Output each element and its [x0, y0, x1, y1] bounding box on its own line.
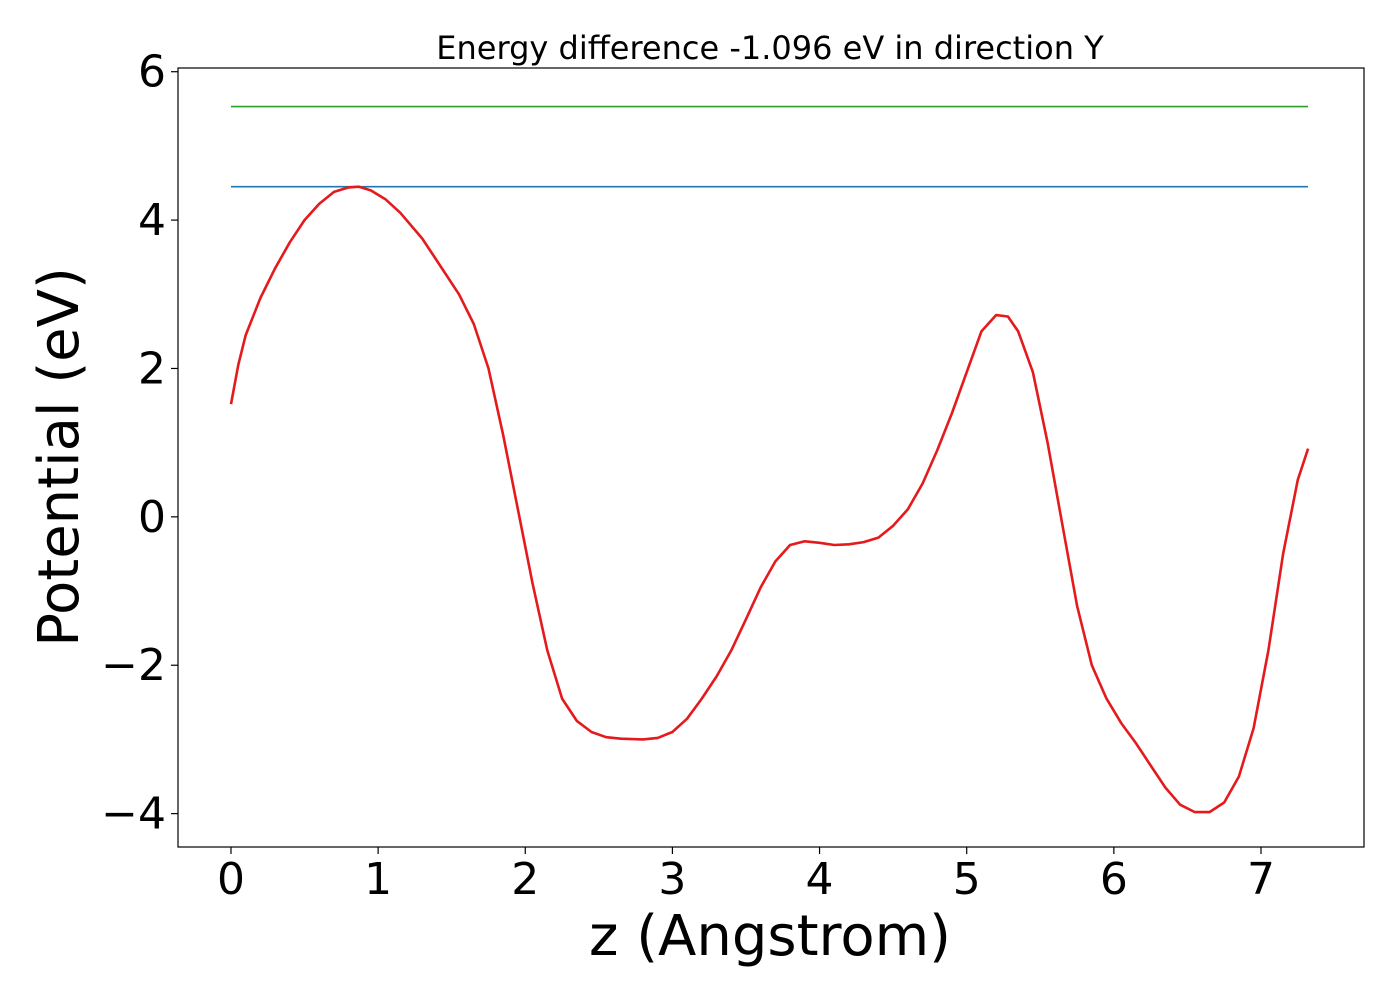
- x-tick-label: 2: [511, 854, 539, 905]
- y-axis-label: Potential (eV): [27, 267, 92, 647]
- series-line-2: [229, 185, 1310, 814]
- x-tick-label: 6: [1100, 854, 1128, 905]
- x-tick-label: 5: [953, 854, 981, 905]
- y-tick-label: −4: [101, 789, 166, 840]
- series-layer: [229, 105, 1310, 814]
- plot-frame: [177, 67, 1365, 848]
- x-tick-label: 1: [364, 854, 392, 905]
- y-tick-label: 2: [138, 343, 166, 394]
- y-tick-label: 0: [138, 492, 166, 543]
- y-axis-ticks: −4 −2 0 2 4 6: [101, 47, 178, 840]
- chart-title: Energy difference -1.096 eV in direction…: [436, 29, 1104, 67]
- x-axis-label: z (Angstrom): [589, 904, 951, 969]
- x-tick-label: 7: [1247, 854, 1275, 905]
- x-tick-label: 3: [658, 854, 686, 905]
- x-axis-ticks: 0 1 2 3 4 5 6 7: [217, 847, 1275, 905]
- x-tick-label: 0: [217, 854, 245, 905]
- y-tick-label: 6: [138, 47, 166, 98]
- y-tick-label: −2: [101, 640, 166, 691]
- y-tick-label: 4: [138, 195, 166, 246]
- x-tick-label: 4: [806, 854, 834, 905]
